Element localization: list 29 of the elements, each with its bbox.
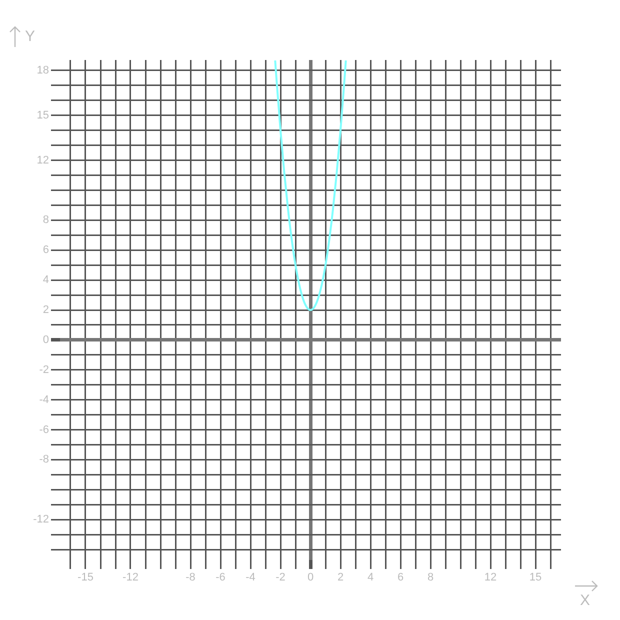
x-tick-label: 15 bbox=[529, 572, 542, 584]
x-tick-label: -15 bbox=[78, 572, 94, 584]
x-tick-label: -6 bbox=[216, 572, 226, 584]
y-tick-label: -2 bbox=[39, 364, 49, 376]
y-tick-label: -8 bbox=[39, 454, 49, 466]
x-tick-label: 6 bbox=[397, 572, 404, 584]
x-tick-label: -12 bbox=[122, 572, 138, 584]
y-tick-label: 6 bbox=[42, 244, 49, 256]
x-tick-label: 0 bbox=[307, 572, 314, 584]
y-tick-label: 0 bbox=[42, 334, 49, 346]
x-tick-label: -4 bbox=[246, 572, 256, 584]
y-tick-label: 8 bbox=[42, 214, 49, 226]
y-tick-label: 18 bbox=[36, 64, 49, 77]
x-tick-label: 2 bbox=[337, 572, 344, 584]
y-tick-label: 4 bbox=[42, 274, 49, 286]
y-tick-label: 12 bbox=[36, 154, 49, 166]
y-axis-title: Y bbox=[25, 28, 36, 45]
x-axis-title: X bbox=[580, 592, 590, 609]
x-tick-label: -2 bbox=[276, 572, 286, 584]
y-tick-label: -12 bbox=[33, 514, 49, 526]
x-tick-label: 4 bbox=[367, 572, 374, 584]
y-tick-label: 2 bbox=[42, 304, 49, 316]
x-tick-label: 12 bbox=[484, 572, 497, 584]
x-tick-label: 8 bbox=[427, 572, 434, 584]
line-series bbox=[274, 60, 347, 311]
x-tick-label: -8 bbox=[186, 572, 196, 584]
y-tick-label: -4 bbox=[39, 394, 49, 406]
y-tick-label: -6 bbox=[39, 424, 49, 436]
y-tick-label: 15 bbox=[36, 109, 49, 122]
